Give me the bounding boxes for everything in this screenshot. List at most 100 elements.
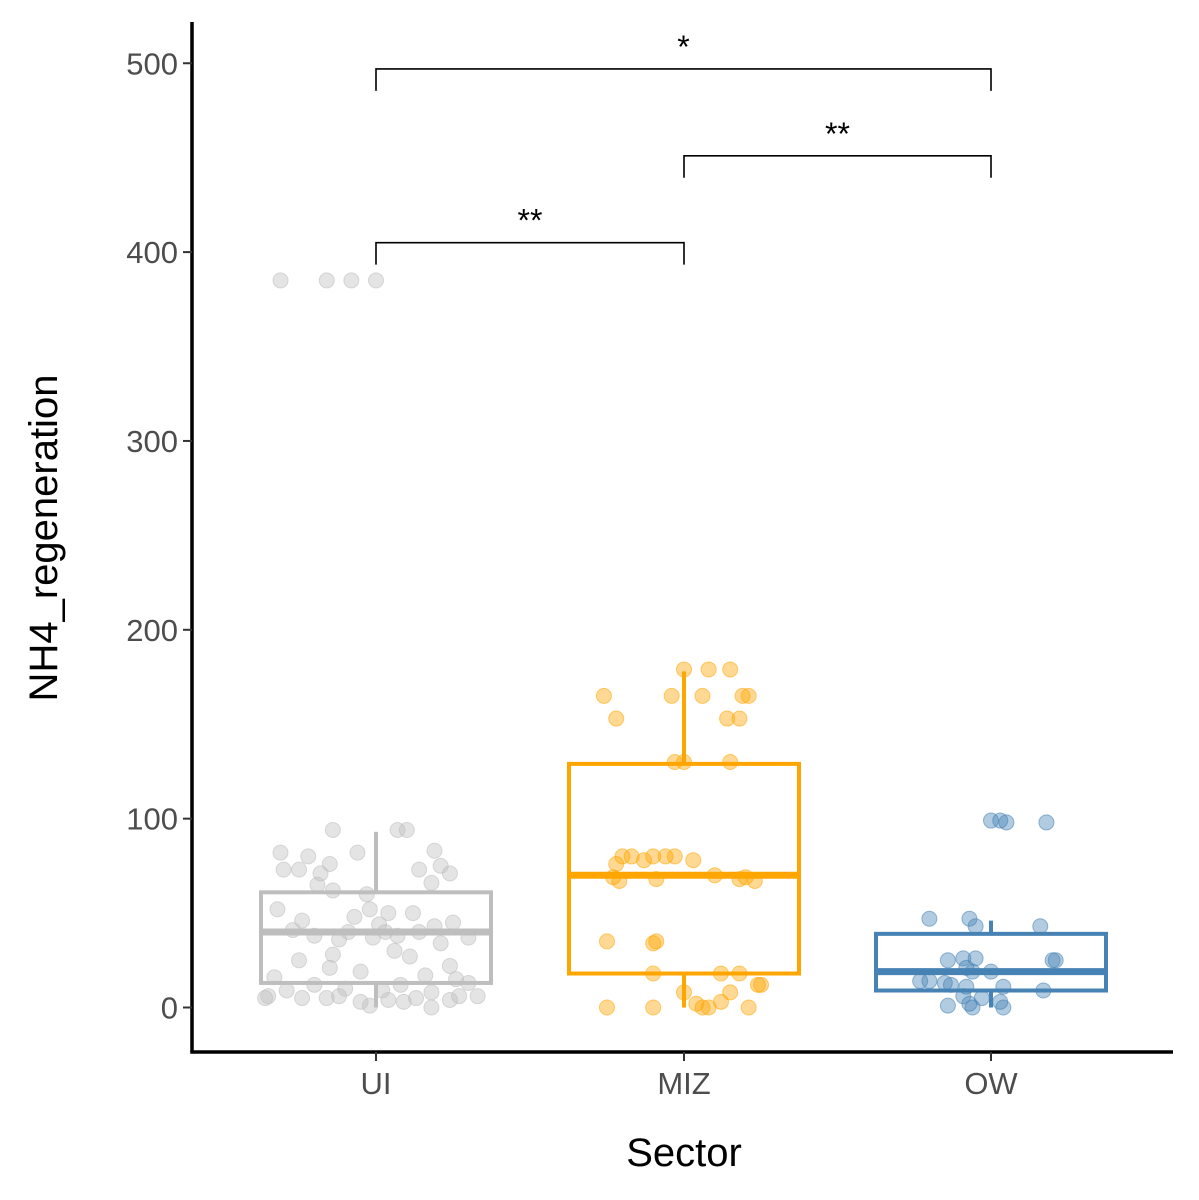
data-point-miz	[599, 999, 615, 1016]
x-tick-label-ow: OW	[964, 1066, 1018, 1101]
data-point-ui	[408, 990, 425, 1007]
data-point-ui	[352, 963, 369, 980]
data-point-ui	[395, 993, 412, 1010]
data-point-miz	[663, 687, 680, 704]
significance-brackets: *****	[375, 29, 992, 265]
y-tick-label-0: 0	[161, 991, 178, 1026]
box-ui	[259, 890, 493, 985]
data-point-ow	[983, 812, 999, 829]
significance-label-miz-ow: **	[825, 116, 850, 152]
data-point-ui	[275, 861, 292, 878]
y-tick-label-400: 400	[126, 235, 178, 270]
data-point-ow	[955, 950, 972, 967]
data-point-miz	[599, 933, 615, 950]
data-point-ui	[417, 967, 434, 984]
data-point-ui	[411, 861, 428, 878]
data-point-ui	[291, 861, 307, 878]
data-point-ui	[445, 914, 461, 931]
data-point-ui	[380, 905, 397, 922]
data-point-miz	[657, 848, 674, 865]
y-tick-label-500: 500	[126, 46, 178, 81]
data-point-ui	[426, 842, 443, 859]
data-point-ui	[423, 999, 440, 1016]
boxes	[259, 671, 1108, 1008]
data-point-ui	[441, 865, 458, 882]
data-point-miz	[688, 995, 705, 1012]
data-point-miz	[740, 999, 757, 1016]
data-point-miz	[722, 661, 739, 678]
data-point-ow	[967, 918, 984, 935]
jitter-points	[257, 272, 1064, 1016]
data-point-miz	[645, 999, 662, 1016]
data-point-ui	[324, 821, 341, 838]
data-point-ui	[401, 948, 418, 965]
data-point-miz	[753, 976, 769, 993]
data-point-miz	[645, 848, 662, 865]
data-point-miz	[734, 687, 751, 704]
data-point-ui	[324, 946, 341, 963]
data-point-ui	[349, 844, 366, 861]
data-point-ow	[1032, 918, 1049, 935]
data-point-miz	[731, 710, 748, 727]
data-point-ui	[469, 988, 486, 1005]
data-point-ui	[321, 959, 338, 976]
data-point-ui	[300, 848, 317, 865]
data-point-ui	[257, 990, 274, 1007]
data-point-ui	[380, 991, 397, 1008]
bracket-miz-ow	[683, 154, 992, 178]
significance-label-ui-miz: **	[518, 203, 543, 239]
axes: 0 100 200 300 400 500 UI MIZ OW	[126, 22, 1173, 1101]
y-tick-label-300: 300	[126, 424, 178, 459]
significance-label-ui-ow: *	[677, 29, 689, 65]
data-point-ow	[992, 812, 1009, 829]
data-point-miz	[685, 852, 702, 869]
data-point-ow	[1038, 814, 1055, 831]
data-point-ui	[441, 957, 458, 974]
data-point-ui	[331, 988, 348, 1005]
data-point-ui	[368, 272, 384, 289]
data-point-ui	[272, 272, 289, 289]
data-point-ui	[346, 908, 363, 925]
x-tick-label-miz: MIZ	[657, 1066, 710, 1101]
data-point-ui	[278, 982, 295, 999]
y-tick-label-100: 100	[126, 802, 178, 837]
data-point-miz	[719, 710, 736, 727]
data-point-ow	[998, 814, 1015, 831]
data-point-ui	[343, 272, 360, 289]
x-tick-label-ui: UI	[361, 1066, 392, 1101]
bracket-ui-ow	[375, 68, 992, 91]
data-point-miz	[694, 687, 711, 704]
data-point-ui	[294, 912, 311, 929]
data-point-ui	[318, 272, 335, 289]
data-point-ow	[995, 999, 1012, 1016]
box-miz	[567, 761, 801, 976]
data-point-ui	[423, 984, 440, 1001]
box-ow	[874, 931, 1108, 993]
data-point-miz	[623, 848, 640, 865]
data-point-ui	[386, 942, 403, 959]
data-point-ow	[921, 973, 938, 990]
data-point-ow	[921, 910, 938, 927]
data-point-ui	[423, 874, 440, 891]
data-point-miz	[700, 661, 717, 678]
data-point-ui	[389, 821, 406, 838]
data-point-miz	[608, 855, 625, 872]
data-point-ui	[269, 901, 286, 918]
data-point-miz	[712, 993, 729, 1010]
y-axis-title: NH4_regeneration	[22, 375, 66, 702]
data-point-miz	[595, 687, 612, 704]
y-tick-label-200: 200	[126, 613, 178, 648]
data-point-ui	[294, 990, 311, 1007]
data-point-ow	[939, 952, 956, 969]
data-point-ui	[272, 844, 289, 861]
data-point-ui	[291, 952, 307, 969]
data-point-ow	[961, 995, 978, 1012]
data-point-ui	[404, 905, 421, 922]
data-point-ow	[939, 997, 956, 1014]
data-point-miz	[666, 848, 683, 865]
data-point-ui	[309, 876, 326, 893]
data-point-ui	[441, 991, 458, 1008]
data-point-miz	[648, 933, 665, 950]
data-point-miz	[608, 710, 625, 727]
